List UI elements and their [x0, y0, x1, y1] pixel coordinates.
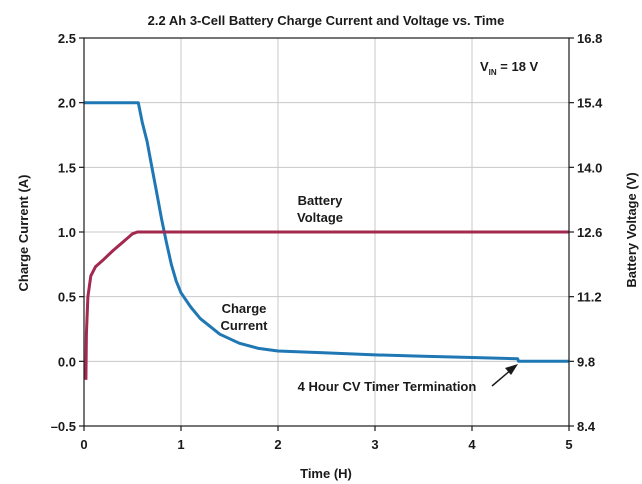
y2-tick-label: 11.2 — [577, 290, 602, 305]
series-layer — [84, 101, 569, 380]
y2-tick-label: 16.8 — [577, 31, 602, 46]
y-tick-label: 1.0 — [58, 225, 76, 240]
x-tick-label: 2 — [274, 437, 281, 452]
charge-current-label-line2: Current — [221, 318, 269, 333]
x-tick-labels: 0 1 2 3 4 5 — [80, 437, 572, 452]
vin-value: = 18 V — [497, 59, 539, 74]
battery-voltage-label-line2: Voltage — [297, 210, 343, 225]
y2-axis-label: Battery Voltage (V) — [624, 172, 639, 287]
y-tick-label: –0.5 — [51, 419, 76, 434]
y-tick-label: 2.5 — [58, 31, 76, 46]
x-tick-label: 3 — [371, 437, 378, 452]
y-axis-label: Charge Current (A) — [16, 174, 31, 291]
y-tick-label: 1.5 — [58, 160, 76, 175]
x-axis-label: Time (H) — [300, 466, 352, 481]
y-tick-label: 0.0 — [58, 354, 76, 369]
x-tick-label: 4 — [468, 437, 476, 452]
y2-tick-label: 14.0 — [577, 160, 602, 175]
timer-arrow — [491, 364, 518, 387]
y2-tick-label: 8.4 — [577, 419, 596, 434]
vin-main: V — [480, 59, 489, 74]
vin-subscript: IN — [489, 68, 497, 77]
y-tick-label: 2.0 — [58, 96, 76, 111]
charge-current-label-line1: Charge — [222, 301, 267, 316]
y-tick-labels: 2.5 2.0 1.5 1.0 0.5 0.0 –0.5 — [51, 31, 76, 434]
y-tick-label: 0.5 — [58, 290, 76, 305]
y2-tick-label: 9.8 — [577, 354, 595, 369]
vin-label: VIN = 18 V — [480, 59, 539, 77]
chart-title: 2.2 Ah 3-Cell Battery Charge Current and… — [148, 13, 505, 28]
svg-text:VIN = 18 V: VIN = 18 V — [480, 59, 539, 77]
y2-tick-label: 12.6 — [577, 225, 602, 240]
axis-ticks — [79, 37, 574, 431]
battery-voltage-line — [84, 230, 569, 380]
battery-voltage-label-line1: Battery — [298, 193, 344, 208]
y2-tick-label: 15.4 — [577, 96, 603, 111]
charge-current-line — [84, 101, 569, 363]
x-tick-label: 5 — [565, 437, 572, 452]
timer-termination-label: 4 Hour CV Timer Termination — [298, 379, 477, 394]
y2-tick-labels: 16.8 15.4 14.0 12.6 11.2 9.8 8.4 — [577, 31, 603, 434]
x-tick-label: 0 — [80, 437, 87, 452]
x-tick-label: 1 — [177, 437, 184, 452]
